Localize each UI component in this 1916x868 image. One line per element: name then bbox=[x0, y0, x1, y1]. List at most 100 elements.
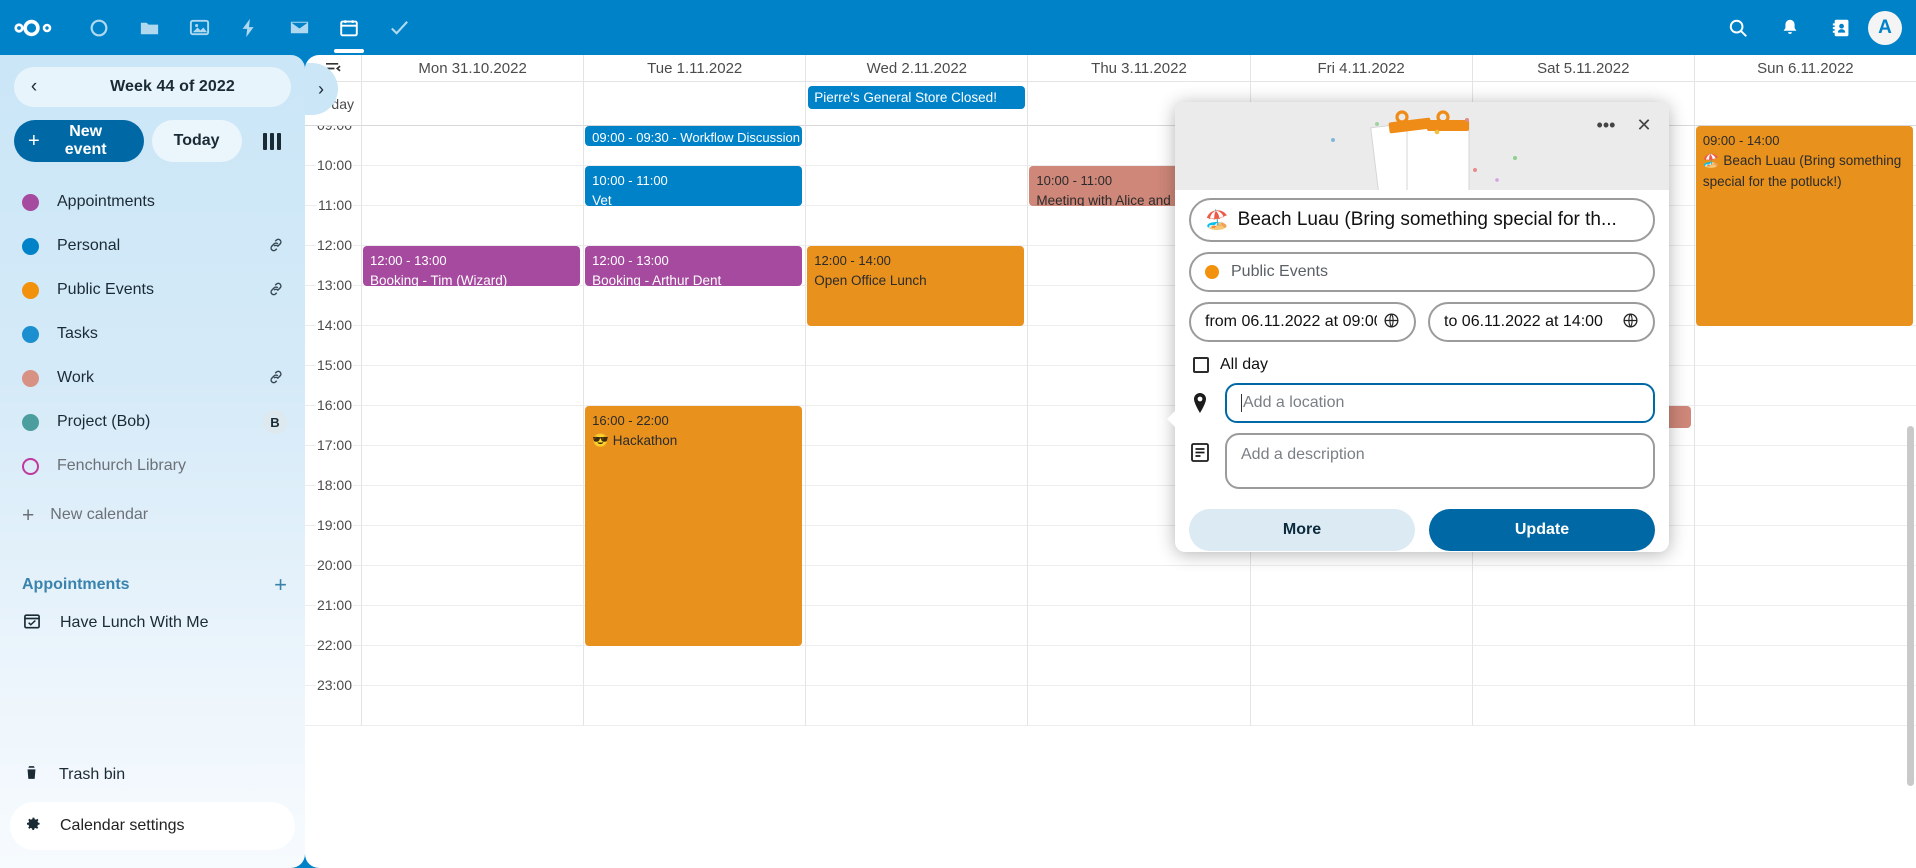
time-slot-6-21:00[interactable] bbox=[1693, 606, 1916, 646]
time-slot-3-21:00[interactable] bbox=[1027, 606, 1250, 646]
calendar-event[interactable]: 12:00 - 13:00 Booking - Arthur Dent bbox=[585, 246, 803, 286]
time-slot-1-13:00[interactable] bbox=[583, 286, 806, 326]
new-event-button[interactable]: + New event bbox=[14, 120, 144, 162]
time-slot-0-11:00[interactable] bbox=[361, 206, 584, 246]
time-slot-2-22:00[interactable] bbox=[805, 646, 1028, 686]
all-day-event[interactable]: Pierre's General Store Closed! bbox=[808, 86, 1026, 109]
time-slot-2-11:00[interactable] bbox=[805, 206, 1028, 246]
time-slot-2-18:00[interactable] bbox=[805, 486, 1028, 526]
time-slot-1-14:00[interactable] bbox=[583, 326, 806, 366]
time-slot-0-09:00[interactable] bbox=[361, 126, 584, 166]
time-slot-6-18:00[interactable] bbox=[1693, 486, 1916, 526]
time-slot-3-15:00[interactable] bbox=[1027, 366, 1250, 406]
time-slot-6-20:00[interactable] bbox=[1693, 566, 1916, 606]
all-day-cell-1[interactable] bbox=[583, 82, 806, 126]
all-day-checkbox[interactable] bbox=[1193, 357, 1209, 373]
time-slot-0-10:00[interactable] bbox=[361, 166, 584, 206]
time-slot-0-20:00[interactable] bbox=[361, 566, 584, 606]
time-slot-3-19:00[interactable] bbox=[1027, 526, 1250, 566]
time-slot-3-23:00[interactable] bbox=[1027, 686, 1250, 726]
close-icon[interactable]: ✕ bbox=[1636, 114, 1652, 135]
contacts-icon[interactable] bbox=[1816, 3, 1868, 53]
calendar-item-project-bob[interactable]: Project (Bob) B bbox=[0, 400, 305, 444]
time-slot-3-18:00[interactable] bbox=[1027, 486, 1250, 526]
time-slot-6-15:00[interactable] bbox=[1693, 366, 1916, 406]
calendar-item-work[interactable]: Work bbox=[0, 356, 305, 400]
time-slot-3-20:00[interactable] bbox=[1027, 566, 1250, 606]
time-slot-6-14:00[interactable] bbox=[1693, 326, 1916, 366]
day-header-0[interactable]: Mon 31.10.2022 bbox=[361, 55, 584, 82]
event-start-input[interactable]: from 06.11.2022 at 09:00 bbox=[1189, 302, 1416, 342]
event-title-input[interactable]: 🏖️ Beach Luau (Bring something special f… bbox=[1189, 198, 1655, 242]
time-slot-2-10:00[interactable] bbox=[805, 166, 1028, 206]
time-slot-6-17:00[interactable] bbox=[1693, 446, 1916, 486]
avatar[interactable]: A bbox=[1868, 10, 1902, 45]
time-slot-2-16:00[interactable] bbox=[805, 406, 1028, 446]
nextcloud-logo[interactable] bbox=[14, 18, 52, 38]
time-slot-0-13:00[interactable] bbox=[361, 286, 584, 326]
time-slot-1-15:00[interactable] bbox=[583, 366, 806, 406]
day-header-1[interactable]: Tue 1.11.2022 bbox=[583, 55, 806, 82]
time-slot-0-16:00[interactable] bbox=[361, 406, 584, 446]
add-appointment-button[interactable]: + bbox=[274, 572, 287, 597]
time-slot-5-21:00[interactable] bbox=[1471, 606, 1694, 646]
appointment-item-have-lunch-with-me[interactable]: Have Lunch With Me bbox=[0, 600, 305, 646]
share-link-icon[interactable] bbox=[267, 368, 287, 388]
time-slot-2-20:00[interactable] bbox=[805, 566, 1028, 606]
time-slot-0-22:00[interactable] bbox=[361, 646, 584, 686]
time-slot-2-19:00[interactable] bbox=[805, 526, 1028, 566]
calendar-event[interactable]: 12:00 - 13:00 Booking - Tim (Wizard) bbox=[363, 246, 581, 286]
time-slot-3-11:00[interactable] bbox=[1027, 206, 1250, 246]
day-header-3[interactable]: Thu 3.11.2022 bbox=[1027, 55, 1250, 82]
time-slot-0-15:00[interactable] bbox=[361, 366, 584, 406]
time-slot-5-20:00[interactable] bbox=[1471, 566, 1694, 606]
time-slot-3-09:00[interactable] bbox=[1027, 126, 1250, 166]
all-day-cell-2[interactable]: Pierre's General Store Closed! bbox=[805, 82, 1028, 126]
time-slot-3-22:00[interactable] bbox=[1027, 646, 1250, 686]
tasks-icon[interactable] bbox=[374, 3, 424, 53]
globe-icon[interactable] bbox=[1622, 312, 1639, 333]
calendar-item-personal[interactable]: Personal bbox=[0, 224, 305, 268]
week-title[interactable]: Week 44 of 2022 bbox=[110, 78, 235, 95]
calendar-item-tasks[interactable]: Tasks bbox=[0, 312, 305, 356]
files-icon[interactable] bbox=[124, 3, 174, 53]
time-slot-1-09:00[interactable] bbox=[583, 126, 806, 166]
time-slot-0-18:00[interactable] bbox=[361, 486, 584, 526]
all-day-cell-6[interactable] bbox=[1693, 82, 1916, 126]
day-header-6[interactable]: Sun 6.11.2022 bbox=[1693, 55, 1916, 82]
globe-icon[interactable] bbox=[1383, 312, 1400, 333]
time-slot-0-19:00[interactable] bbox=[361, 526, 584, 566]
share-link-icon[interactable] bbox=[267, 236, 287, 256]
time-slot-5-22:00[interactable] bbox=[1471, 646, 1694, 686]
time-slot-0-23:00[interactable] bbox=[361, 686, 584, 726]
day-header-4[interactable]: Fri 4.11.2022 bbox=[1249, 55, 1472, 82]
calendar-item-appointments[interactable]: Appointments bbox=[0, 180, 305, 224]
calendar-item-fenchurch-library[interactable]: Fenchurch Library bbox=[0, 444, 305, 488]
description-input[interactable]: Add a description bbox=[1225, 433, 1655, 489]
calendar-event[interactable]: 09:00 - 14:00 🏖️ Beach Luau (Bring someth… bbox=[1695, 126, 1913, 326]
new-calendar-button[interactable]: + New calendar bbox=[0, 492, 305, 538]
calendar-event[interactable]: 12:00 - 14:00 Open Office Lunch bbox=[807, 246, 1025, 326]
more-options-icon[interactable]: ••• bbox=[1596, 114, 1616, 135]
all-day-cell-3[interactable] bbox=[1027, 82, 1250, 126]
location-input[interactable]: Add a location bbox=[1225, 383, 1655, 423]
today-button[interactable]: Today bbox=[151, 120, 242, 162]
vertical-scrollbar[interactable] bbox=[1907, 426, 1914, 786]
calendar-event[interactable]: 16:00 - 22:00 😎 Hackathon bbox=[585, 406, 803, 646]
dashboard-icon[interactable] bbox=[74, 3, 124, 53]
search-icon[interactable] bbox=[1712, 3, 1764, 53]
time-slot-1-22:00[interactable] bbox=[583, 646, 806, 686]
time-slot-6-16:00[interactable] bbox=[1693, 406, 1916, 446]
time-slot-2-21:00[interactable] bbox=[805, 606, 1028, 646]
share-link-icon[interactable] bbox=[267, 280, 287, 300]
calendar-select[interactable]: Public Events bbox=[1189, 252, 1655, 292]
week-view-icon[interactable] bbox=[254, 120, 291, 162]
calendar-settings-button[interactable]: Calendar settings bbox=[10, 802, 295, 850]
calendar-event[interactable]: 10:00 - 11:00 Vet bbox=[585, 166, 803, 206]
time-slot-4-22:00[interactable] bbox=[1249, 646, 1472, 686]
time-slot-3-14:00[interactable] bbox=[1027, 326, 1250, 366]
time-slot-4-23:00[interactable] bbox=[1249, 686, 1472, 726]
time-slot-3-12:00[interactable] bbox=[1027, 246, 1250, 286]
time-slot-3-13:00[interactable] bbox=[1027, 286, 1250, 326]
time-slot-6-22:00[interactable] bbox=[1693, 646, 1916, 686]
